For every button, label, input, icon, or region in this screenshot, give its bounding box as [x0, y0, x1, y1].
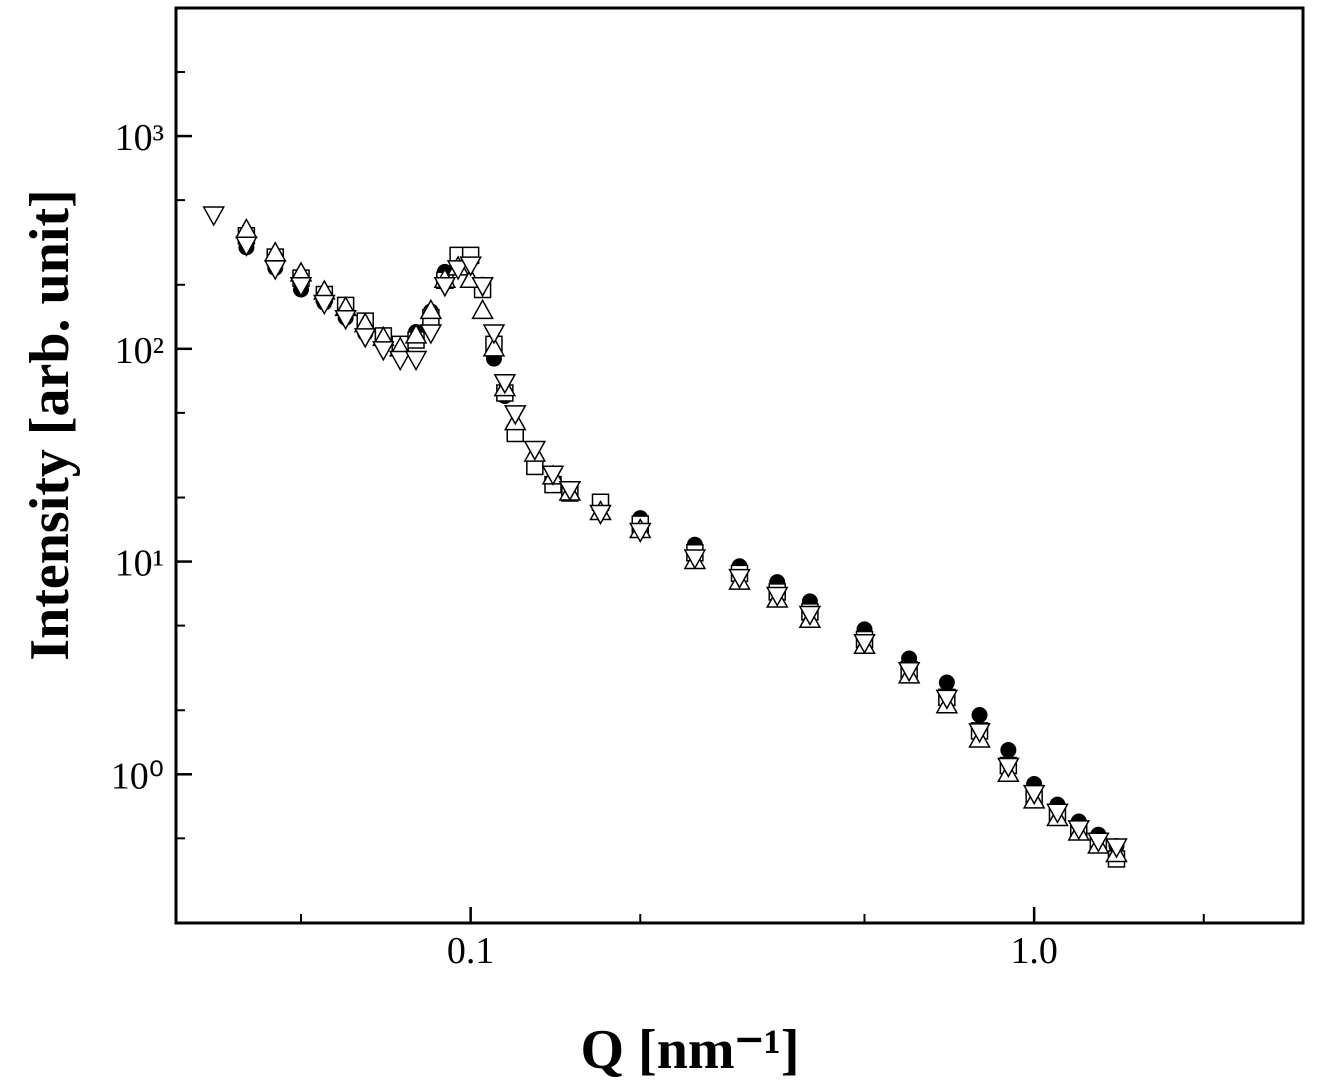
data-point — [1000, 742, 1017, 759]
x-tick-label: 1.0 — [1010, 930, 1058, 972]
data-point — [493, 374, 517, 395]
data-point — [541, 465, 565, 486]
data-point — [798, 605, 822, 627]
data-point — [471, 277, 494, 298]
y-tick-label: 10² — [115, 330, 164, 372]
data-point — [558, 480, 582, 502]
data-point — [446, 260, 470, 281]
y-tick-label: 10⁰ — [111, 755, 164, 797]
data-point — [728, 568, 751, 590]
data-point — [997, 757, 1020, 779]
data-point — [433, 277, 457, 298]
data-point — [683, 549, 707, 570]
x-tick-label: 0.1 — [447, 930, 495, 972]
data-point — [263, 260, 287, 281]
data-point — [765, 586, 789, 608]
data-point — [628, 522, 652, 544]
data-point — [289, 277, 313, 298]
data-point — [1087, 832, 1110, 853]
data-point — [419, 324, 443, 345]
data-point — [388, 350, 412, 372]
y-axis-title: Intensity [arb. unit] — [19, 189, 81, 660]
data-point — [404, 350, 428, 372]
y-tick-label: 10³ — [115, 117, 164, 159]
data-point — [503, 405, 527, 426]
data-point — [935, 689, 959, 710]
data-point — [372, 341, 395, 362]
data-point — [482, 336, 506, 357]
data-point — [353, 328, 377, 349]
data-point — [1067, 820, 1091, 841]
data-point — [938, 674, 955, 691]
data-point — [334, 309, 357, 331]
x-axis-title: Q [nm⁻¹] — [581, 1019, 800, 1081]
data-point — [482, 324, 506, 345]
data-point — [313, 294, 336, 316]
data-point — [471, 298, 494, 320]
data-point — [971, 706, 988, 723]
data-point — [1046, 803, 1069, 824]
y-tick-label: 10¹ — [115, 543, 164, 585]
data-point — [968, 723, 991, 744]
plot-frame — [174, 6, 1305, 925]
data-point — [589, 504, 612, 526]
data-point — [897, 662, 921, 683]
data-point — [459, 256, 482, 277]
data-point — [419, 298, 443, 320]
data-point — [202, 206, 225, 227]
data-point — [853, 633, 876, 655]
data-point — [1022, 784, 1046, 806]
data-point — [404, 323, 428, 344]
data-point — [1105, 838, 1128, 859]
data-point — [235, 236, 258, 257]
data-point — [523, 440, 547, 462]
